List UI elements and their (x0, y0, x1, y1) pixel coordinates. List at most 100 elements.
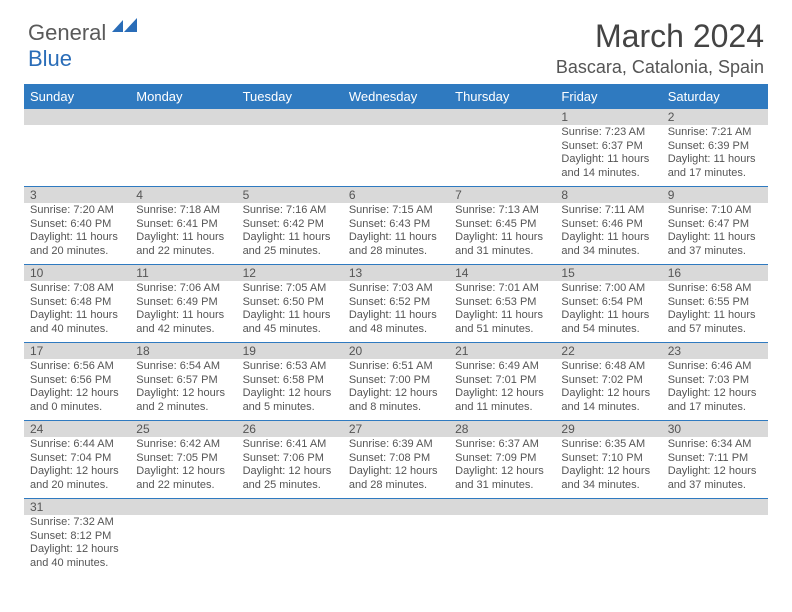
day-body: Sunrise: 6:51 AMSunset: 7:00 PMDaylight:… (343, 359, 449, 416)
empty-cell (130, 109, 236, 187)
empty-cell (662, 499, 768, 577)
empty-cell (24, 109, 130, 187)
logo-text-blue-wrap: Blue (28, 46, 72, 72)
day-body: Sunrise: 7:21 AMSunset: 6:39 PMDaylight:… (662, 125, 768, 182)
day-number (24, 109, 130, 125)
day-number: 2 (662, 109, 768, 125)
day-body: Sunrise: 6:56 AMSunset: 6:56 PMDaylight:… (24, 359, 130, 416)
day-body: Sunrise: 6:54 AMSunset: 6:57 PMDaylight:… (130, 359, 236, 416)
day-number: 29 (555, 421, 661, 437)
day-number: 23 (662, 343, 768, 359)
day-body (237, 515, 343, 518)
day-number (130, 499, 236, 515)
day-body: Sunrise: 7:15 AMSunset: 6:43 PMDaylight:… (343, 203, 449, 260)
month-title: March 2024 (556, 18, 764, 55)
day-body: Sunrise: 7:32 AMSunset: 8:12 PMDaylight:… (24, 515, 130, 572)
day-number: 19 (237, 343, 343, 359)
day-body: Sunrise: 6:49 AMSunset: 7:01 PMDaylight:… (449, 359, 555, 416)
day-cell: 6Sunrise: 7:15 AMSunset: 6:43 PMDaylight… (343, 187, 449, 265)
day-number (555, 499, 661, 515)
header: General March 2024 Bascara, Catalonia, S… (0, 0, 792, 84)
day-body: Sunrise: 6:44 AMSunset: 7:04 PMDaylight:… (24, 437, 130, 494)
day-body (130, 125, 236, 128)
day-body: Sunrise: 7:13 AMSunset: 6:45 PMDaylight:… (449, 203, 555, 260)
day-number: 27 (343, 421, 449, 437)
day-number: 25 (130, 421, 236, 437)
day-body: Sunrise: 6:58 AMSunset: 6:55 PMDaylight:… (662, 281, 768, 338)
day-cell: 25Sunrise: 6:42 AMSunset: 7:05 PMDayligh… (130, 421, 236, 499)
weekday-header: Tuesday (237, 84, 343, 109)
day-body (343, 515, 449, 518)
day-cell: 1Sunrise: 7:23 AMSunset: 6:37 PMDaylight… (555, 109, 661, 187)
day-cell: 31Sunrise: 7:32 AMSunset: 8:12 PMDayligh… (24, 499, 130, 577)
day-body (130, 515, 236, 518)
day-body (662, 515, 768, 518)
day-number: 3 (24, 187, 130, 203)
empty-cell (449, 499, 555, 577)
empty-cell (237, 109, 343, 187)
day-body (555, 515, 661, 518)
day-cell: 15Sunrise: 7:00 AMSunset: 6:54 PMDayligh… (555, 265, 661, 343)
weekday-header: Saturday (662, 84, 768, 109)
day-body: Sunrise: 6:42 AMSunset: 7:05 PMDaylight:… (130, 437, 236, 494)
day-body: Sunrise: 7:16 AMSunset: 6:42 PMDaylight:… (237, 203, 343, 260)
day-body (24, 125, 130, 128)
empty-cell (130, 499, 236, 577)
day-number (662, 499, 768, 515)
day-number: 9 (662, 187, 768, 203)
day-body: Sunrise: 6:39 AMSunset: 7:08 PMDaylight:… (343, 437, 449, 494)
day-number: 30 (662, 421, 768, 437)
day-cell: 20Sunrise: 6:51 AMSunset: 7:00 PMDayligh… (343, 343, 449, 421)
day-cell: 10Sunrise: 7:08 AMSunset: 6:48 PMDayligh… (24, 265, 130, 343)
day-cell: 22Sunrise: 6:48 AMSunset: 7:02 PMDayligh… (555, 343, 661, 421)
day-body: Sunrise: 7:18 AMSunset: 6:41 PMDaylight:… (130, 203, 236, 260)
empty-cell (343, 109, 449, 187)
day-cell: 30Sunrise: 6:34 AMSunset: 7:11 PMDayligh… (662, 421, 768, 499)
day-body: Sunrise: 6:46 AMSunset: 7:03 PMDaylight:… (662, 359, 768, 416)
day-body: Sunrise: 6:48 AMSunset: 7:02 PMDaylight:… (555, 359, 661, 416)
day-cell: 14Sunrise: 7:01 AMSunset: 6:53 PMDayligh… (449, 265, 555, 343)
day-number: 5 (237, 187, 343, 203)
calendar-row: 24Sunrise: 6:44 AMSunset: 7:04 PMDayligh… (24, 421, 768, 499)
calendar-row: 1Sunrise: 7:23 AMSunset: 6:37 PMDaylight… (24, 109, 768, 187)
day-cell: 24Sunrise: 6:44 AMSunset: 7:04 PMDayligh… (24, 421, 130, 499)
calendar-table: Sunday Monday Tuesday Wednesday Thursday… (24, 84, 768, 577)
logo-text-blue: Blue (28, 46, 72, 71)
day-body: Sunrise: 6:37 AMSunset: 7:09 PMDaylight:… (449, 437, 555, 494)
weekday-header-row: Sunday Monday Tuesday Wednesday Thursday… (24, 84, 768, 109)
day-number: 20 (343, 343, 449, 359)
day-body: Sunrise: 7:00 AMSunset: 6:54 PMDaylight:… (555, 281, 661, 338)
day-cell: 4Sunrise: 7:18 AMSunset: 6:41 PMDaylight… (130, 187, 236, 265)
weekday-header: Thursday (449, 84, 555, 109)
day-number: 11 (130, 265, 236, 281)
day-body (237, 125, 343, 128)
logo-text-general: General (28, 20, 106, 46)
day-cell: 5Sunrise: 7:16 AMSunset: 6:42 PMDaylight… (237, 187, 343, 265)
day-body: Sunrise: 7:20 AMSunset: 6:40 PMDaylight:… (24, 203, 130, 260)
day-cell: 28Sunrise: 6:37 AMSunset: 7:09 PMDayligh… (449, 421, 555, 499)
day-body (343, 125, 449, 128)
day-cell: 27Sunrise: 6:39 AMSunset: 7:08 PMDayligh… (343, 421, 449, 499)
day-number: 12 (237, 265, 343, 281)
day-body: Sunrise: 7:10 AMSunset: 6:47 PMDaylight:… (662, 203, 768, 260)
day-number: 13 (343, 265, 449, 281)
day-cell: 3Sunrise: 7:20 AMSunset: 6:40 PMDaylight… (24, 187, 130, 265)
empty-cell (555, 499, 661, 577)
weekday-header: Wednesday (343, 84, 449, 109)
day-cell: 16Sunrise: 6:58 AMSunset: 6:55 PMDayligh… (662, 265, 768, 343)
day-cell: 11Sunrise: 7:06 AMSunset: 6:49 PMDayligh… (130, 265, 236, 343)
day-body: Sunrise: 7:11 AMSunset: 6:46 PMDaylight:… (555, 203, 661, 260)
day-body: Sunrise: 6:41 AMSunset: 7:06 PMDaylight:… (237, 437, 343, 494)
day-number: 16 (662, 265, 768, 281)
day-number (449, 499, 555, 515)
day-body: Sunrise: 7:01 AMSunset: 6:53 PMDaylight:… (449, 281, 555, 338)
weekday-header: Friday (555, 84, 661, 109)
empty-cell (237, 499, 343, 577)
day-cell: 21Sunrise: 6:49 AMSunset: 7:01 PMDayligh… (449, 343, 555, 421)
day-body: Sunrise: 7:05 AMSunset: 6:50 PMDaylight:… (237, 281, 343, 338)
day-body: Sunrise: 6:34 AMSunset: 7:11 PMDaylight:… (662, 437, 768, 494)
day-number: 26 (237, 421, 343, 437)
day-number: 8 (555, 187, 661, 203)
title-block: March 2024 Bascara, Catalonia, Spain (556, 18, 764, 78)
day-body: Sunrise: 6:35 AMSunset: 7:10 PMDaylight:… (555, 437, 661, 494)
